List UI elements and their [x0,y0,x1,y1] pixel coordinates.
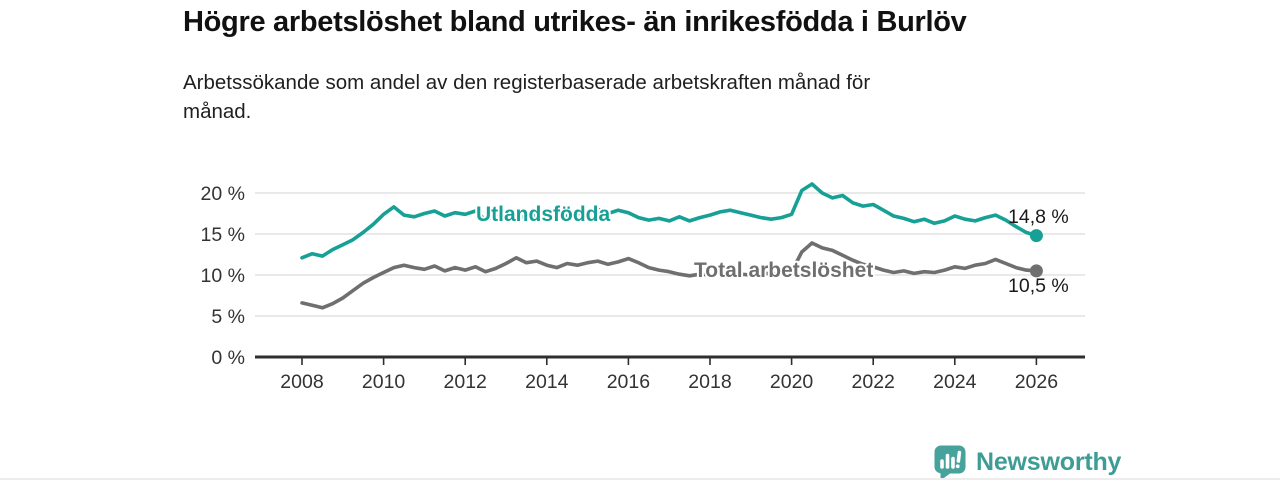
chart-subtitle-line2: månad. [183,100,252,123]
end-value-label-utlandsfodda: 14,8 % [1008,206,1069,228]
chart-subtitle-line1: Arbetssökande som andel av den registerb… [183,71,871,94]
newsworthy-logo: Newsworthy [933,444,1122,478]
x-axis-tick-label: 2012 [444,371,487,393]
x-axis-tick-label: 2020 [770,371,814,393]
series-line-utlandsfodda [300,182,1039,260]
chart-subtitle: Arbetssökande som andel av den registerb… [183,68,870,126]
y-axis-tick-label: 20 % [201,183,245,205]
series-end-dot-total [1029,264,1043,278]
newsworthy-logo-icon [934,445,966,478]
newsworthy-logo-text: Newsworthy [976,448,1122,476]
y-axis-tick-label: 15 % [201,224,245,246]
x-axis-tick-label: 2018 [688,371,731,393]
y-axis-tick-label: 10 % [201,265,245,287]
x-axis-tick-label: 2022 [852,371,895,393]
x-axis-tick-label: 2016 [607,371,650,393]
y-axis-tick-label: 0 % [211,347,245,369]
x-axis-tick-label: 2026 [1015,371,1058,393]
y-axis-tick-label: 5 % [211,306,245,328]
series-end-dot-utlandsfodda [1029,229,1043,243]
series-label-utlandsfodda: Utlandsfödda [476,203,610,226]
x-axis-tick-label: 2008 [280,371,323,393]
x-axis-tick-label: 2024 [933,371,977,393]
x-axis-tick-label: 2010 [362,371,406,393]
series-line-total [300,241,1039,310]
series-label-total: Total arbetslöshet [694,259,873,282]
x-axis-tick-label: 2014 [525,371,569,393]
end-value-label-total: 10,5 % [1008,275,1069,297]
logo-exclamation [955,450,962,469]
logo-bubble-shape [934,445,966,478]
chart-title: Högre arbetslöshet bland utrikes- än inr… [183,6,967,38]
